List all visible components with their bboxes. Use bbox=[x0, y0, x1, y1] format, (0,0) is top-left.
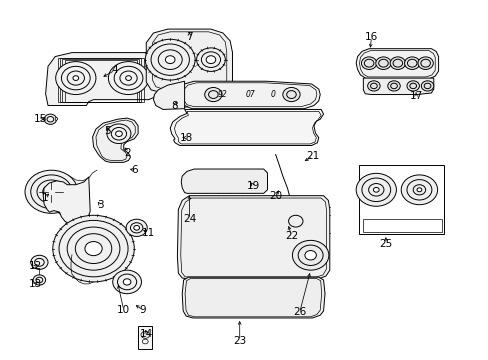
Circle shape bbox=[56, 62, 96, 95]
Circle shape bbox=[417, 57, 432, 69]
Text: 22: 22 bbox=[284, 231, 298, 241]
Bar bbox=[138, 326, 152, 349]
Circle shape bbox=[141, 331, 149, 338]
Polygon shape bbox=[92, 118, 138, 162]
Text: 6: 6 bbox=[131, 165, 137, 175]
Circle shape bbox=[107, 124, 131, 144]
Circle shape bbox=[53, 215, 134, 282]
Text: 23: 23 bbox=[233, 336, 246, 346]
Text: 07: 07 bbox=[245, 90, 255, 99]
Text: 21: 21 bbox=[306, 152, 319, 162]
Bar bbox=[358, 166, 443, 234]
Text: 5: 5 bbox=[104, 126, 111, 136]
Circle shape bbox=[165, 56, 175, 64]
Circle shape bbox=[44, 114, 57, 124]
Text: 7: 7 bbox=[186, 32, 192, 42]
Polygon shape bbox=[178, 81, 320, 109]
Text: 3: 3 bbox=[97, 201, 104, 211]
Circle shape bbox=[126, 219, 147, 237]
Polygon shape bbox=[56, 117, 58, 121]
Text: 24: 24 bbox=[183, 214, 196, 224]
Text: 9: 9 bbox=[139, 305, 146, 315]
Circle shape bbox=[123, 279, 131, 285]
Text: 2: 2 bbox=[123, 148, 130, 158]
Text: 92: 92 bbox=[218, 90, 227, 99]
Circle shape bbox=[282, 87, 300, 102]
Text: 0: 0 bbox=[270, 90, 275, 99]
Polygon shape bbox=[170, 109, 323, 145]
Circle shape bbox=[112, 270, 141, 294]
Circle shape bbox=[404, 57, 419, 69]
Circle shape bbox=[387, 81, 399, 91]
Text: 25: 25 bbox=[379, 239, 392, 248]
Circle shape bbox=[145, 39, 195, 80]
Polygon shape bbox=[167, 95, 194, 108]
Circle shape bbox=[400, 175, 437, 205]
Circle shape bbox=[196, 48, 225, 71]
Circle shape bbox=[292, 240, 328, 270]
Polygon shape bbox=[363, 78, 433, 95]
Text: 15: 15 bbox=[34, 114, 47, 124]
Circle shape bbox=[48, 189, 55, 194]
Circle shape bbox=[25, 170, 78, 213]
Text: 12: 12 bbox=[28, 261, 41, 271]
Circle shape bbox=[33, 275, 45, 285]
Circle shape bbox=[125, 76, 131, 80]
Polygon shape bbox=[146, 29, 232, 95]
Circle shape bbox=[85, 242, 102, 256]
Polygon shape bbox=[43, 117, 45, 121]
Text: 20: 20 bbox=[268, 191, 282, 201]
Circle shape bbox=[108, 62, 148, 95]
Text: 26: 26 bbox=[292, 307, 305, 318]
Text: 16: 16 bbox=[364, 32, 377, 42]
Circle shape bbox=[134, 225, 139, 230]
Text: 4: 4 bbox=[112, 65, 118, 75]
Polygon shape bbox=[177, 196, 329, 279]
Polygon shape bbox=[43, 177, 90, 225]
Circle shape bbox=[421, 81, 433, 91]
Circle shape bbox=[73, 76, 79, 80]
Text: 14: 14 bbox=[140, 329, 153, 339]
Text: 11: 11 bbox=[142, 228, 155, 238]
Circle shape bbox=[367, 81, 379, 91]
Circle shape bbox=[204, 87, 222, 102]
Text: 17: 17 bbox=[408, 91, 422, 101]
Polygon shape bbox=[153, 81, 184, 109]
Polygon shape bbox=[355, 49, 438, 79]
Text: 19: 19 bbox=[246, 181, 259, 191]
Text: 10: 10 bbox=[117, 305, 130, 315]
Circle shape bbox=[361, 57, 376, 69]
Circle shape bbox=[31, 255, 48, 269]
Polygon shape bbox=[181, 169, 267, 193]
Circle shape bbox=[304, 251, 316, 260]
Polygon shape bbox=[45, 53, 158, 105]
Circle shape bbox=[373, 188, 378, 192]
Circle shape bbox=[416, 188, 421, 192]
Text: 13: 13 bbox=[28, 279, 41, 289]
Polygon shape bbox=[182, 277, 325, 318]
Text: 1: 1 bbox=[41, 193, 48, 203]
Circle shape bbox=[206, 56, 215, 64]
Circle shape bbox=[375, 57, 390, 69]
Circle shape bbox=[355, 173, 396, 206]
Circle shape bbox=[115, 131, 122, 136]
Circle shape bbox=[389, 57, 405, 69]
Circle shape bbox=[406, 81, 419, 91]
Text: 8: 8 bbox=[171, 100, 178, 111]
Text: 18: 18 bbox=[179, 133, 192, 143]
